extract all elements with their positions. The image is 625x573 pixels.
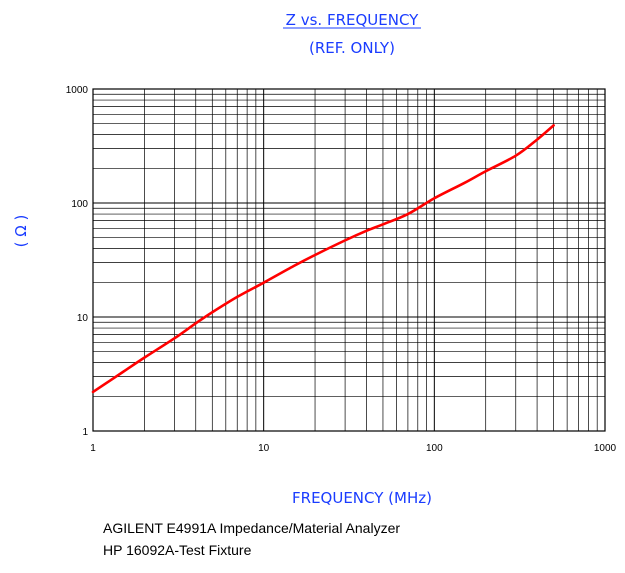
y-tick-label: 10 [77,313,89,324]
impedance-series-line [91,124,555,394]
x-tick-label: 10 [258,443,270,454]
x-tick-label: 1000 [594,443,617,454]
y-tick-label: 100 [71,199,88,210]
chart-title: Z vs. FREQUENCY [286,11,419,29]
y-tick-label: 1 [82,427,88,438]
gridlines [92,89,605,432]
x-tick-label: 1 [90,443,96,454]
fixture-note: HP 16092A-Test Fixture [103,542,252,558]
plot-frame [92,88,606,432]
y-tick-label: 1000 [66,85,89,96]
chart-subtitle: (REF. ONLY) [309,39,395,57]
tick-labels: 1 10 100 1000 1 10 100 1000 [66,85,617,454]
x-tick-label: 100 [426,443,443,454]
y-axis-label: ( Ω ) [12,215,30,248]
x-axis-label: FREQUENCY (MHz) [292,489,432,507]
analyzer-note: AGILENT E4991A Impedance/Material Analyz… [103,520,401,536]
